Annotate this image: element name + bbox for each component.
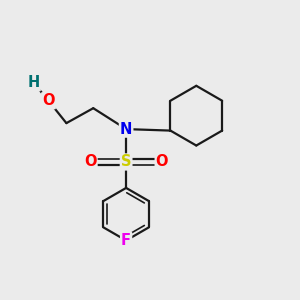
- Text: H: H: [27, 75, 40, 90]
- Text: S: S: [121, 154, 131, 169]
- Text: N: N: [120, 122, 132, 136]
- Text: O: O: [156, 154, 168, 169]
- Text: O: O: [84, 154, 97, 169]
- Text: F: F: [121, 233, 131, 248]
- Text: O: O: [42, 93, 55, 108]
